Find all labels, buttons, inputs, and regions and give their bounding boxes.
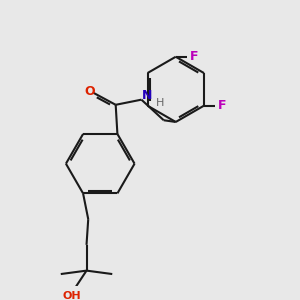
- Text: OH: OH: [62, 291, 81, 300]
- Text: F: F: [218, 99, 226, 112]
- Text: N: N: [141, 89, 152, 102]
- Text: O: O: [84, 85, 94, 98]
- Text: F: F: [190, 50, 198, 63]
- Text: H: H: [156, 98, 164, 108]
